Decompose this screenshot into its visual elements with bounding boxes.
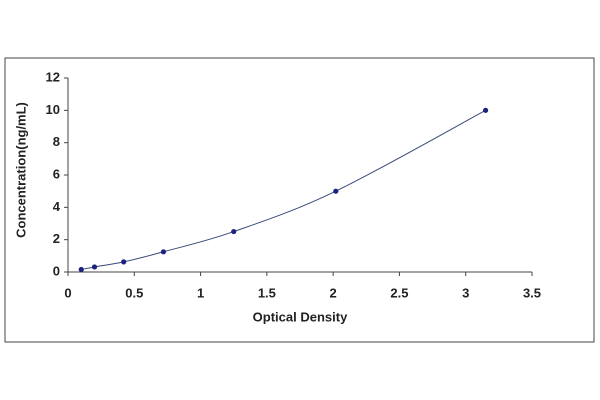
x-tick-label: 3 xyxy=(462,285,469,300)
chart-frame xyxy=(4,57,595,343)
x-tick-label: 1.5 xyxy=(258,285,276,300)
x-axis-label: Optical Density xyxy=(253,309,348,324)
y-tick-label: 12 xyxy=(46,69,60,84)
y-tick-label: 4 xyxy=(53,199,61,214)
data-point xyxy=(78,266,84,273)
y-tick-label: 2 xyxy=(53,231,60,246)
data-point xyxy=(483,107,489,113)
x-tick-label: 0 xyxy=(64,285,71,300)
data-point xyxy=(91,264,98,270)
y-tick-label: 10 xyxy=(46,102,60,117)
data-point xyxy=(231,228,237,235)
x-tick-label: 3.5 xyxy=(523,285,541,300)
data-point xyxy=(121,259,127,265)
x-tick-label: 0.5 xyxy=(125,285,143,300)
data-point xyxy=(333,188,339,194)
y-tick-label: 8 xyxy=(53,134,60,149)
x-tick-label: 2.5 xyxy=(390,285,408,300)
x-tick-label: 2 xyxy=(330,285,337,300)
x-tick-label: 1 xyxy=(197,285,204,300)
y-tick-label: 6 xyxy=(53,166,60,181)
y-tick-label: 0 xyxy=(53,263,60,278)
data-point xyxy=(160,249,167,255)
y-axis-label: Concentration(ng/mL) xyxy=(13,102,28,238)
